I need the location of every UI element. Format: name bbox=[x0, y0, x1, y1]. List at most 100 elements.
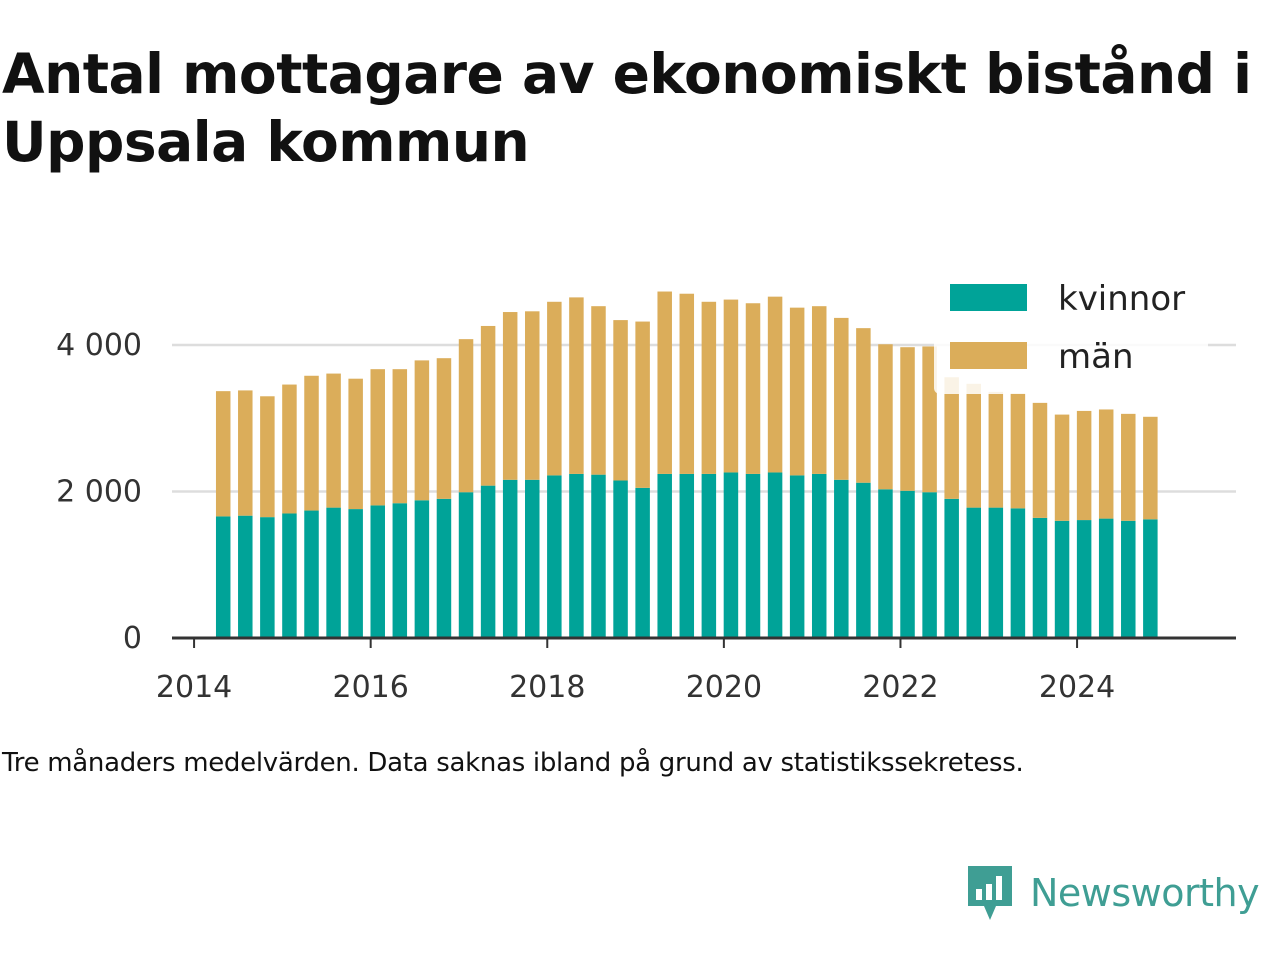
bar-man bbox=[1143, 416, 1158, 520]
bar-man bbox=[856, 328, 871, 483]
bar-man bbox=[238, 390, 253, 516]
bar-kvinnor bbox=[238, 515, 253, 638]
bar-man bbox=[1098, 409, 1114, 519]
y-axis-ticks: 0 2 000 4 000 bbox=[56, 328, 142, 656]
bar-kvinnor bbox=[900, 490, 915, 638]
chart-caption: Tre månaders medelvärden. Data saknas ib… bbox=[2, 748, 1024, 778]
bar-man bbox=[789, 307, 805, 476]
bar-man bbox=[900, 347, 915, 491]
bar-kvinnor bbox=[922, 492, 937, 638]
chart-title: Antal mottagare av ekonomiskt bistånd i … bbox=[2, 42, 1252, 174]
legend-label: kvinnor bbox=[1058, 279, 1185, 319]
bar-man bbox=[723, 299, 739, 473]
legend: kvinnor män bbox=[934, 272, 1208, 394]
bar-kvinnor bbox=[1010, 508, 1026, 638]
bar-man bbox=[370, 369, 385, 506]
bar-man bbox=[657, 291, 672, 474]
bar-kvinnor bbox=[326, 507, 341, 638]
bar-man bbox=[811, 306, 827, 474]
bar-man bbox=[348, 378, 363, 510]
bar-man bbox=[745, 303, 761, 474]
bar-kvinnor bbox=[834, 479, 849, 638]
bar-man bbox=[215, 391, 231, 517]
bar-kvinnor bbox=[723, 472, 739, 638]
bar-kvinnor bbox=[613, 480, 628, 638]
bar-man bbox=[260, 396, 275, 518]
x-tick-label: 2016 bbox=[332, 670, 408, 705]
bar-kvinnor bbox=[657, 473, 672, 638]
brand-name: Newsworthy bbox=[1030, 871, 1260, 915]
bar-kvinnor bbox=[944, 498, 959, 638]
bar-man bbox=[635, 321, 650, 488]
bar-man bbox=[1010, 393, 1026, 509]
bar-kvinnor bbox=[458, 492, 474, 638]
bar-kvinnor bbox=[348, 509, 363, 638]
bar-kvinnor bbox=[679, 473, 695, 638]
y-tick-label: 4 000 bbox=[56, 328, 142, 363]
bar-man bbox=[767, 296, 783, 473]
bar-kvinnor bbox=[525, 479, 540, 638]
bar-man bbox=[304, 375, 319, 511]
bar-man bbox=[480, 325, 496, 486]
bar-kvinnor bbox=[370, 505, 385, 638]
bar-kvinnor bbox=[789, 475, 805, 638]
x-axis: 2014 2016 2018 2020 2022 2024 bbox=[156, 636, 1236, 705]
bar-kvinnor bbox=[1098, 518, 1114, 638]
bar-kvinnor bbox=[1121, 520, 1136, 638]
bar-man bbox=[701, 301, 717, 474]
x-tick-label: 2020 bbox=[686, 670, 762, 705]
bar-man bbox=[1032, 402, 1048, 518]
bar-kvinnor bbox=[502, 479, 518, 638]
bar-kvinnor bbox=[414, 500, 430, 638]
bar-man bbox=[525, 311, 540, 480]
bar-man bbox=[922, 346, 937, 493]
bar-kvinnor bbox=[480, 485, 496, 638]
x-tick-label: 2014 bbox=[156, 670, 232, 705]
bar-man bbox=[966, 383, 982, 508]
bar-man bbox=[944, 377, 959, 499]
bar-kvinnor bbox=[547, 475, 562, 638]
bar-man bbox=[1076, 410, 1092, 521]
bar-kvinnor bbox=[988, 507, 1004, 638]
bars bbox=[215, 291, 1158, 638]
bar-kvinnor bbox=[1054, 520, 1070, 638]
bar-kvinnor bbox=[260, 517, 275, 638]
bar-man bbox=[414, 360, 430, 501]
bar-man bbox=[392, 369, 408, 504]
bar-man bbox=[458, 339, 474, 493]
bar-man bbox=[834, 317, 849, 480]
bar-kvinnor bbox=[856, 482, 871, 638]
bar-kvinnor bbox=[966, 507, 982, 638]
bar-man bbox=[679, 293, 695, 474]
bar-man bbox=[988, 391, 1004, 508]
bar-man bbox=[1121, 413, 1136, 521]
bar-kvinnor bbox=[878, 489, 893, 638]
y-tick-label: 2 000 bbox=[56, 475, 142, 510]
bar-man bbox=[591, 306, 606, 475]
bar-kvinnor bbox=[701, 473, 717, 638]
bar-kvinnor bbox=[392, 503, 408, 638]
y-tick-label: 0 bbox=[123, 621, 142, 656]
bar-man bbox=[613, 320, 628, 481]
bar-man bbox=[502, 312, 518, 480]
bar-kvinnor bbox=[1032, 517, 1048, 638]
x-tick-label: 2018 bbox=[509, 670, 585, 705]
legend-swatch bbox=[950, 284, 1027, 311]
bar-kvinnor bbox=[745, 473, 761, 638]
bar-kvinnor bbox=[767, 472, 783, 638]
bar-kvinnor bbox=[569, 473, 584, 638]
legend-label: män bbox=[1058, 337, 1134, 377]
newsworthy-logo-icon bbox=[968, 866, 1012, 920]
bar-kvinnor bbox=[811, 473, 827, 638]
bar-kvinnor bbox=[304, 510, 319, 638]
bar-kvinnor bbox=[591, 474, 606, 638]
x-tick-label: 2022 bbox=[862, 670, 938, 705]
x-tick-label: 2024 bbox=[1039, 670, 1115, 705]
bar-kvinnor bbox=[1076, 520, 1092, 638]
bar-kvinnor bbox=[436, 498, 452, 638]
legend-swatch bbox=[950, 342, 1027, 369]
bar-man bbox=[326, 373, 341, 508]
bar-man bbox=[1054, 414, 1070, 521]
bar-man bbox=[547, 301, 562, 476]
